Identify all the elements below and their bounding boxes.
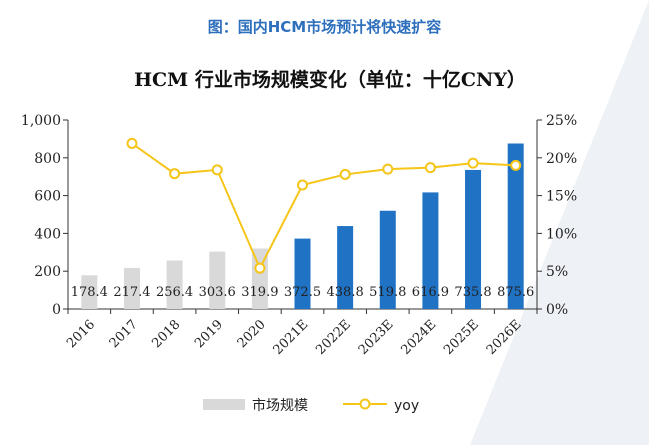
right-axis-tick-label: 0% <box>546 302 568 318</box>
figure-caption: 图：国内HCM市场预计将快速扩容 <box>207 18 442 36</box>
bar-value-label: 178.4 <box>71 285 108 300</box>
right-axis-tick-label: 20% <box>546 151 577 167</box>
legend: 市场规模 yoy <box>203 397 419 414</box>
yoy-line <box>131 142 516 271</box>
bar-2019 <box>209 251 226 309</box>
bar-2018 <box>166 260 183 309</box>
left-axis-tick-label: 400 <box>34 226 61 242</box>
yoy-point <box>126 137 138 149</box>
left-axis-tick-label: 0 <box>52 302 61 318</box>
bar-value-label: 256.4 <box>156 285 193 300</box>
right-axis-tick-label: 25% <box>546 113 577 129</box>
bar-2016 <box>81 275 98 309</box>
bar-value-label: 303.6 <box>199 285 236 300</box>
yoy-point <box>467 157 479 169</box>
data-labels: 178.4 217.4 256.4 303.6 319.9 372.5 438.8 519.8… <box>71 285 535 300</box>
bar-2023E <box>379 210 396 309</box>
bar-value-label: 616.9 <box>412 285 449 300</box>
yoy-point <box>297 179 308 191</box>
axes: 0 200 400 600 800 1,000 0% 5% 10% 15% 20% 25% 2016 20… <box>21 113 577 358</box>
legend-line-marker <box>359 398 371 410</box>
bar-2024E <box>422 192 439 309</box>
bar-value-label: 438.8 <box>327 285 364 300</box>
legend-bar-swatch <box>203 399 245 410</box>
x-axis-tick-label: 2021E <box>271 317 312 358</box>
left-axis-tick-label: 200 <box>34 264 61 280</box>
bar-value-label: 217.4 <box>113 285 150 300</box>
yoy-point <box>211 164 223 176</box>
bar-2017 <box>123 267 140 309</box>
yoy-point <box>339 168 351 180</box>
x-axis-tick-label: 2024E <box>399 317 440 358</box>
bar-value-label: 875.6 <box>497 285 534 300</box>
yoy-point <box>254 262 266 274</box>
bar-2021E <box>294 238 311 309</box>
x-axis-tick-label: 2017 <box>107 317 141 351</box>
bar-value-label: 519.8 <box>369 285 406 300</box>
yoy-point <box>382 163 394 175</box>
legend-label-yoy: yoy <box>394 398 419 414</box>
yoy-point <box>510 159 522 171</box>
yoy-point <box>424 162 436 174</box>
x-axis-tick-label: 2022E <box>313 317 354 358</box>
left-axis-tick-label: 800 <box>34 151 61 167</box>
bar-2020 <box>251 248 268 309</box>
x-axis-tick-label: 2016 <box>64 317 98 351</box>
bar-value-label: 319.9 <box>241 285 278 300</box>
bar-value-label: 372.5 <box>284 285 321 300</box>
bar-value-label: 735.8 <box>454 285 491 300</box>
x-axis-tick-label: 2018 <box>149 317 183 351</box>
right-axis-tick-label: 5% <box>546 264 568 280</box>
bar-2022E <box>337 226 354 309</box>
bar-2026E <box>507 143 524 309</box>
x-axis-tick-label: 2025E <box>441 317 482 358</box>
chart-title: HCM 行业市场规模变化（单位：十亿CNY） <box>134 68 526 91</box>
left-axis-tick-label: 600 <box>34 189 61 205</box>
x-axis-tick-label: 2019 <box>192 317 226 351</box>
yoy-line-group <box>126 137 522 274</box>
left-axis-tick-label: 1,000 <box>21 113 61 129</box>
bars <box>81 143 524 309</box>
bar-2025E <box>465 169 482 309</box>
x-axis-tick-label: 2023E <box>356 317 397 358</box>
right-axis-tick-label: 15% <box>546 189 577 205</box>
x-axis-tick-label: 2026E <box>484 317 525 358</box>
legend-label-market-size: 市场规模 <box>252 397 308 414</box>
right-axis-tick-label: 10% <box>546 226 577 242</box>
x-axis-tick-label: 2020 <box>235 317 269 351</box>
yoy-point <box>169 168 181 180</box>
